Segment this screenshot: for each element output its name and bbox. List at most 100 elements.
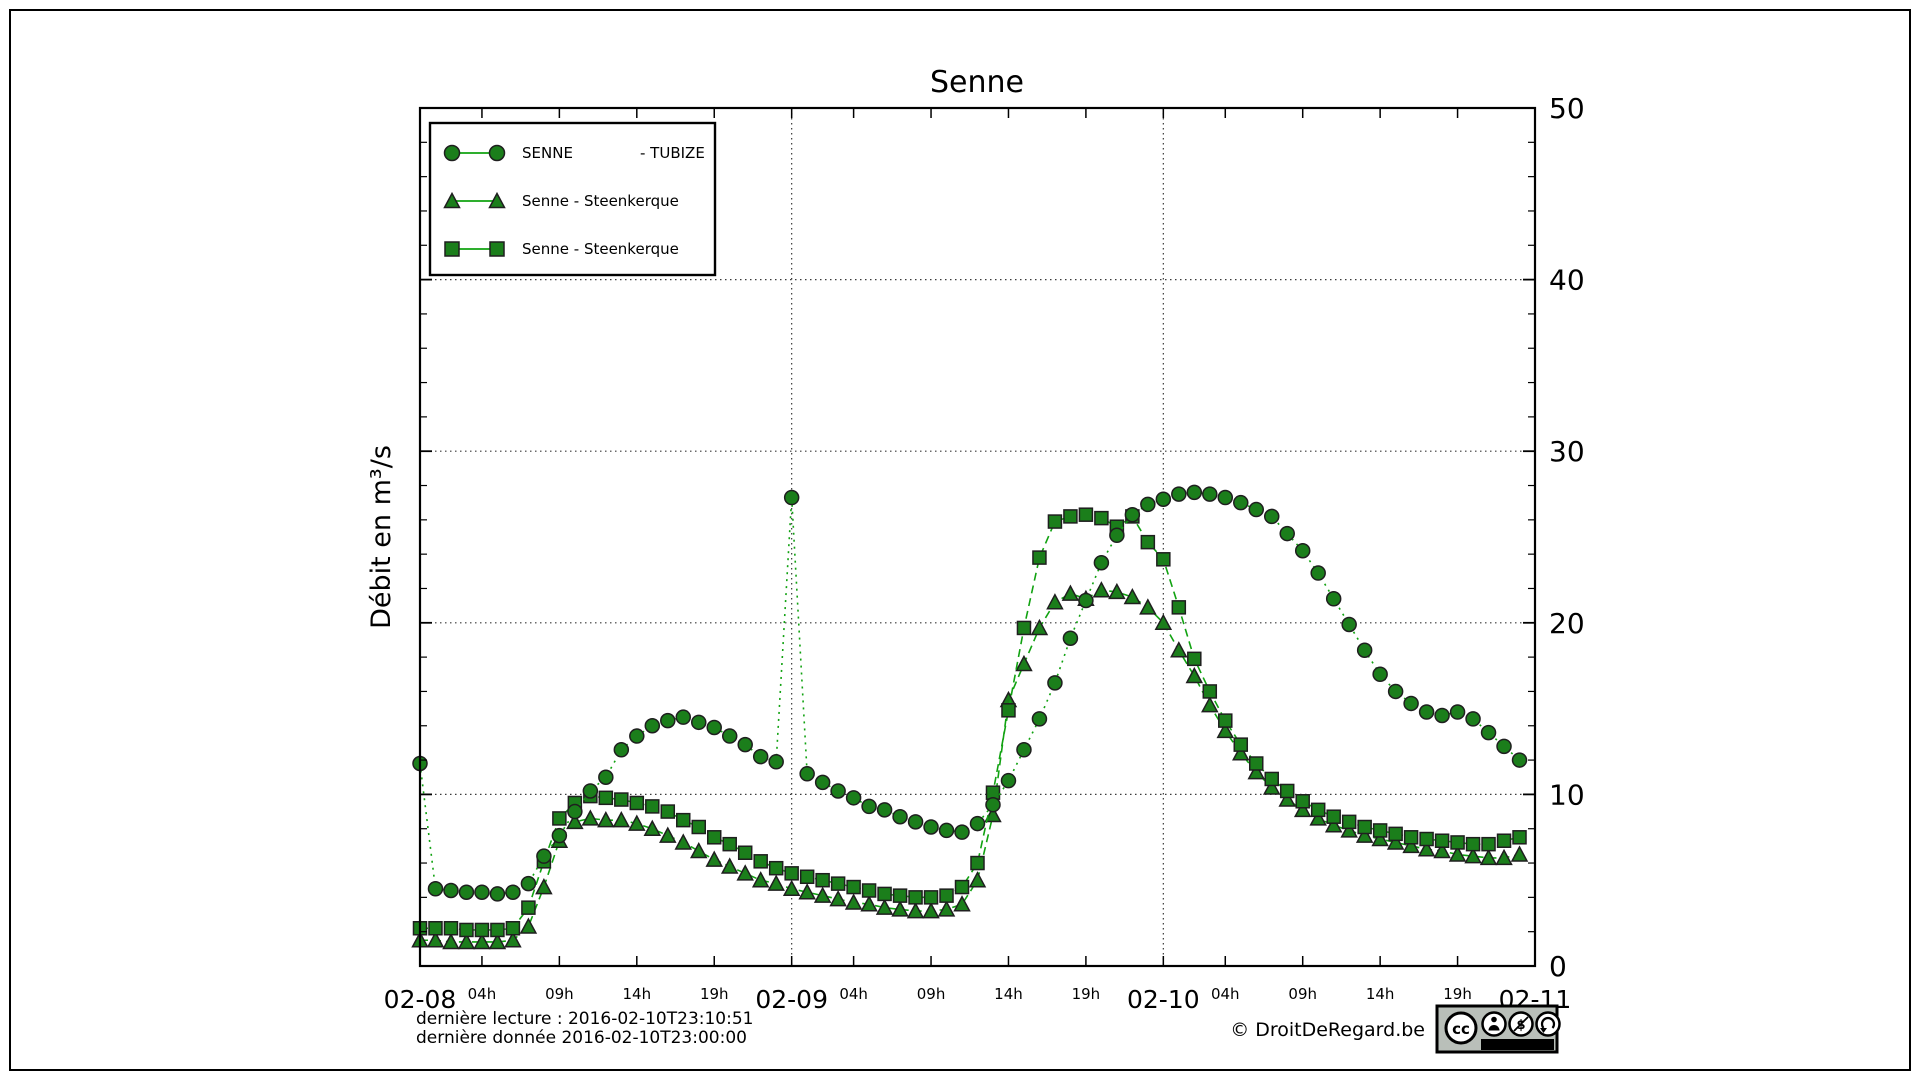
legend-circle-icon [443,144,461,162]
marker-circle [1449,704,1466,720]
marker-circle [1000,772,1017,789]
marker-square [1140,534,1156,550]
marker-circle [1465,711,1481,727]
marker-square [1372,823,1388,838]
marker-square [660,804,676,819]
marker-square [1202,684,1218,699]
marker-circle [1186,484,1203,501]
legend-square-icon [489,241,505,257]
marker-circle [1403,695,1419,712]
marker-square [1465,836,1481,852]
marker-triangle [1433,841,1451,859]
marker-circle [691,714,707,731]
marker-triangle [1108,582,1126,600]
marker-square [443,920,459,936]
marker-square [1218,713,1233,728]
marker-circle [1325,591,1342,607]
marker-square [737,845,753,860]
marker-triangle [1340,821,1358,838]
legend-triangle-icon [488,191,506,209]
xtick-minor-label: 04h [1211,985,1240,1003]
xtick-minor-label: 14h [994,985,1023,1003]
cc-icon-text: cc [1452,1020,1470,1038]
marker-circle [598,769,614,785]
marker-circle [1480,724,1497,741]
marker-triangle [860,895,878,912]
marker-circle [1233,494,1249,511]
marker-circle [768,754,784,770]
marker-square [1450,835,1465,850]
cc-by-person-body [1488,1025,1500,1031]
cc-icon [1444,1011,1478,1045]
marker-square [799,869,815,885]
xtick-minor-label: 19h [700,985,729,1003]
marker-square [691,819,706,835]
marker-circle [954,824,970,840]
figure-border [9,9,1911,1071]
marker-circle [721,728,738,744]
marker-circle [1109,527,1125,544]
marker-triangle [1371,829,1389,847]
marker-circle [1202,486,1218,502]
marker-triangle [1293,800,1312,818]
marker-triangle [566,812,584,830]
marker-circle [427,881,444,897]
marker-square [706,830,722,845]
marker-circle [629,728,645,744]
marker-square [645,799,660,814]
marker-circle [1310,565,1326,581]
marker-triangle [1464,847,1482,864]
marker-triangle [751,871,770,888]
marker-square [1419,831,1434,847]
marker-square [954,879,970,895]
marker-triangle [798,883,816,900]
marker-square [1403,830,1419,845]
marker-circle [737,736,753,753]
legend-triangle-icon [443,191,461,209]
cc-by-person-head [1491,1016,1497,1023]
marker-square [505,920,521,936]
marker-circle [845,790,862,806]
marker-square [970,855,985,871]
marker-square [908,890,923,905]
marker-square [892,888,908,903]
xtick-minor-label: 19h [1072,985,1101,1003]
marker-triangle [1092,581,1111,598]
marker-square [1249,756,1264,771]
marker-circle [876,802,893,818]
marker-triangle [674,833,693,850]
marker-square [1001,703,1016,718]
marker-triangle [504,931,522,948]
cc-by-icon [1481,1011,1507,1037]
cc-nc-slash [1513,1016,1529,1032]
marker-square [614,792,629,807]
marker-circle [799,766,815,782]
marker-circle [505,884,521,900]
marker-square [1496,833,1512,848]
marker-square [1156,552,1171,567]
marker-triangle [689,841,708,859]
xtick-minor-label: 19h [1443,985,1472,1003]
legend: SENNE - TUBIZE Senne - Steenkerque Senne… [428,121,717,277]
marker-triangle [1154,613,1173,631]
marker-triangle [1402,836,1420,854]
series-layer [411,484,1529,950]
marker-triangle [1061,584,1080,601]
marker-square [676,812,691,828]
ytick-label: 0 [1549,950,1567,983]
marker-triangle [782,879,801,897]
marker-triangle [844,893,863,910]
marker-square [1357,819,1372,835]
xtick-minor-label: 04h [468,985,497,1003]
marker-circle [1279,525,1295,542]
ytick-label: 40 [1549,264,1585,297]
marker-triangle [628,814,646,831]
marker-square [1512,830,1527,845]
marker-triangle [457,932,476,950]
marker-triangle [984,805,1002,823]
xtick-minor-label: 14h [623,985,652,1003]
marker-square [1016,620,1032,636]
marker-triangle [1247,763,1266,780]
